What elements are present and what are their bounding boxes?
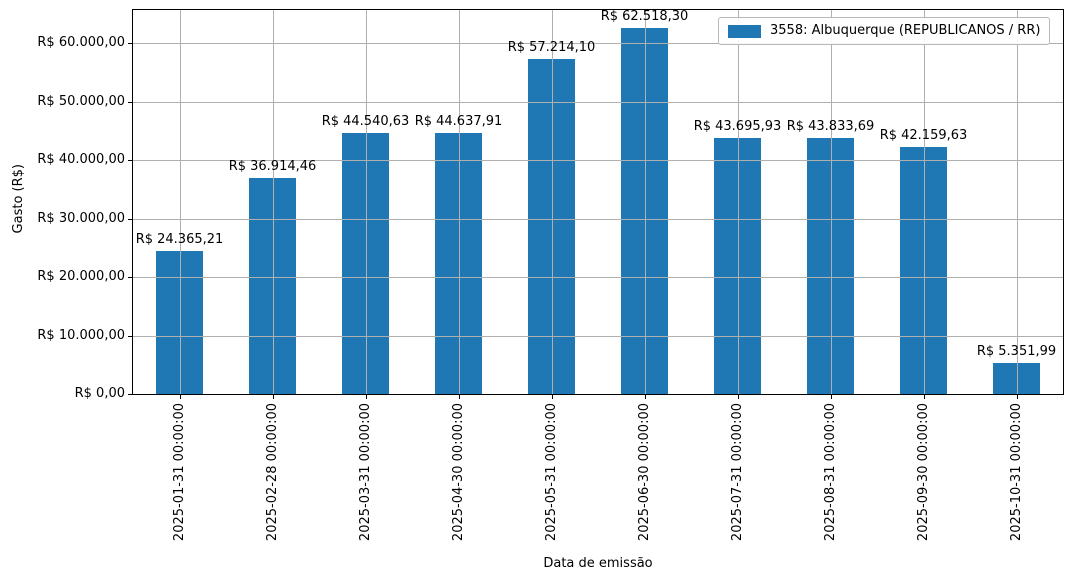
- x-tick-label: 2025-03-31 00:00:00: [356, 403, 376, 541]
- y-tick: [128, 218, 132, 220]
- gridline-vertical: [644, 10, 646, 394]
- gridline-vertical: [830, 10, 832, 394]
- y-tick-label: R$ 30.000,00: [37, 210, 125, 226]
- bar-value-label: R$ 43.695,93: [693, 119, 782, 135]
- y-tick-label: R$ 20.000,00: [37, 269, 125, 284]
- gridline-vertical: [272, 10, 274, 394]
- x-tick-label-text: 2025-10-31 00:00:00: [1008, 403, 1024, 542]
- gridline-horizontal: [133, 218, 1063, 220]
- bar-value-label: R$ 42.159,63: [879, 128, 968, 144]
- x-tick-label: 2025-08-31 00:00:00: [821, 403, 841, 541]
- gridline-vertical: [551, 10, 553, 394]
- x-tick-label-text: 2025-05-31 00:00:00: [543, 403, 559, 542]
- x-tick-label: 2025-02-28 00:00:00: [263, 403, 283, 541]
- y-tick-label: R$ 50.000,00: [37, 93, 125, 109]
- x-tick-label: 2025-06-30 00:00:00: [635, 403, 655, 541]
- x-tick: [644, 395, 646, 399]
- x-tick: [179, 395, 181, 399]
- x-tick-label-text: 2025-01-31 00:00:00: [171, 403, 187, 542]
- x-tick: [923, 395, 925, 399]
- x-tick: [551, 395, 553, 399]
- bar-value-label: R$ 57.214,10: [507, 40, 596, 56]
- x-axis-title: Data de emissão: [543, 556, 653, 571]
- bar-value-label: R$ 44.540,63: [321, 114, 410, 130]
- x-tick-label: 2025-07-31 00:00:00: [728, 403, 748, 541]
- y-tick: [128, 277, 132, 278]
- gridline-vertical: [458, 10, 460, 394]
- legend: 3558: Albuquerque (REPUBLICANOS / RR): [718, 17, 1051, 45]
- bar-value-label: R$ 36.914,46: [228, 159, 317, 175]
- y-tick: [128, 394, 132, 395]
- gridline-vertical: [737, 10, 739, 394]
- x-tick-label: 2025-10-31 00:00:00: [1007, 403, 1027, 541]
- y-tick: [128, 101, 132, 103]
- y-tick: [128, 335, 132, 337]
- plot-area: [132, 9, 1064, 395]
- y-tick: [128, 160, 132, 161]
- bar-value-label: R$ 24.365,21: [135, 232, 224, 248]
- x-tick: [1016, 395, 1018, 399]
- gridline-horizontal: [133, 43, 1063, 45]
- x-tick-label-text: 2025-02-28 00:00:00: [264, 403, 280, 542]
- legend-label: 3558: Albuquerque (REPUBLICANOS / RR): [770, 23, 1041, 38]
- x-tick-label-text: 2025-07-31 00:00:00: [729, 403, 745, 542]
- x-tick: [737, 395, 739, 399]
- x-tick: [830, 395, 832, 399]
- y-tick-label: R$ 40.000,00: [37, 152, 125, 167]
- x-tick: [365, 395, 367, 399]
- x-tick: [458, 395, 460, 399]
- gridline-horizontal: [133, 335, 1063, 337]
- x-tick-label: 2025-04-30 00:00:00: [449, 403, 469, 541]
- x-tick-label-text: 2025-08-31 00:00:00: [822, 403, 838, 542]
- y-tick: [128, 43, 132, 45]
- y-tick-label: R$ 60.000,00: [37, 35, 125, 51]
- x-tick-label-text: 2025-03-31 00:00:00: [357, 403, 373, 542]
- bar-value-label: R$ 44.637,91: [414, 113, 503, 129]
- y-tick-label: R$ 0,00: [74, 386, 125, 401]
- gridline-horizontal: [133, 277, 1063, 278]
- gridline-vertical: [365, 10, 367, 394]
- x-tick-label: 2025-09-30 00:00:00: [914, 403, 934, 541]
- x-tick-label-text: 2025-09-30 00:00:00: [915, 403, 931, 542]
- y-tick-label: R$ 10.000,00: [37, 327, 125, 343]
- x-tick-label: 2025-05-31 00:00:00: [542, 403, 562, 541]
- x-tick: [272, 395, 274, 399]
- gridline-vertical: [179, 10, 181, 394]
- gridline-horizontal: [133, 160, 1063, 161]
- gridline-horizontal: [133, 101, 1063, 103]
- bar-value-label: R$ 5.351,99: [976, 343, 1057, 359]
- gridline-vertical: [923, 10, 925, 394]
- x-tick-label-text: 2025-04-30 00:00:00: [450, 403, 466, 542]
- x-tick-label-text: 2025-06-30 00:00:00: [636, 403, 652, 542]
- gridline-vertical: [1016, 10, 1018, 394]
- legend-swatch: [728, 24, 761, 38]
- bar-value-label: R$ 43.833,69: [786, 118, 875, 134]
- x-tick-label: 2025-01-31 00:00:00: [170, 403, 190, 541]
- bar-value-label: R$ 62.518,30: [600, 9, 689, 25]
